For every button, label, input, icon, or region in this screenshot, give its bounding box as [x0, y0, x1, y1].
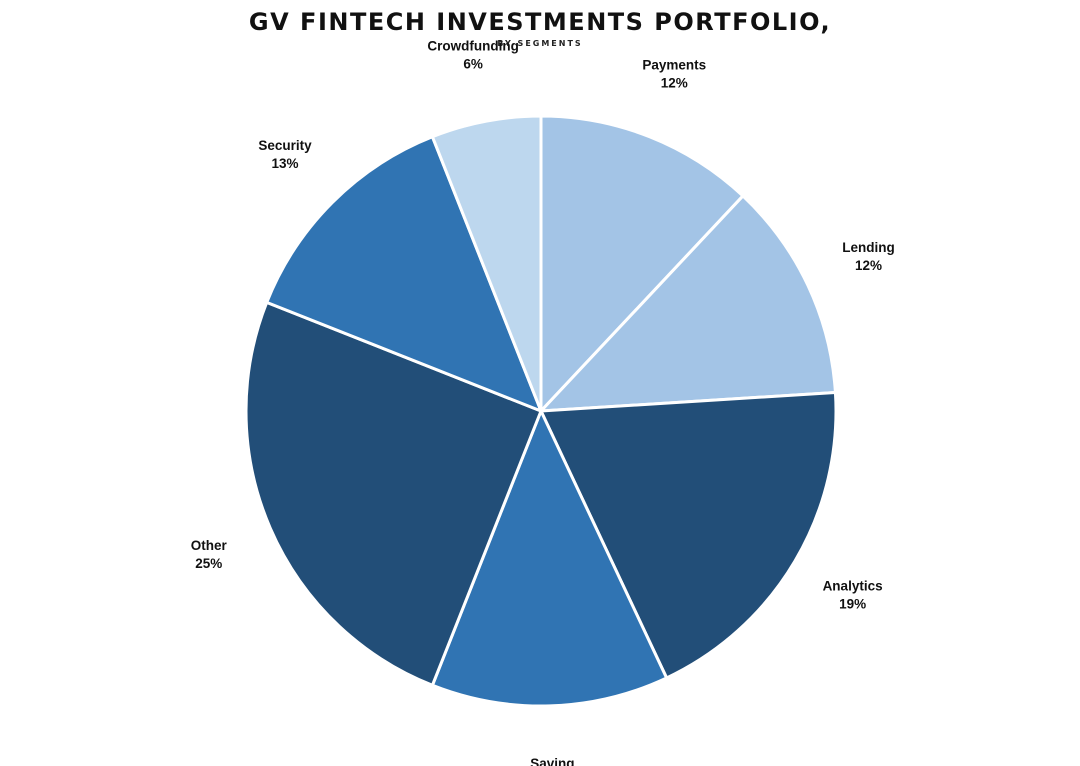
- slice-value-analytics: 19%: [839, 596, 866, 611]
- slice-label-saving: Saving: [530, 756, 574, 766]
- slice-value-crowdfunding: 6%: [463, 56, 483, 71]
- slice-value-lending: 12%: [855, 258, 882, 273]
- pie-slice-analytics: [539, 390, 838, 680]
- slice-label-security: Security: [258, 138, 312, 153]
- slice-value-security: 13%: [272, 156, 299, 171]
- slice-value-other: 25%: [195, 556, 222, 571]
- slice-label-lending: Lending: [842, 240, 895, 255]
- chart-title: GV FINTECH INVESTMENTS PORTFOLIO,: [248, 8, 832, 36]
- slice-label-other: Other: [191, 538, 228, 553]
- pie-slice-lending: [539, 194, 837, 413]
- slice-label-payments: Payments: [642, 57, 706, 72]
- pie-slice-crowdfunding: [430, 114, 543, 413]
- pie-slice-payments: [539, 114, 745, 413]
- slice-label-crowdfunding: Crowdfunding: [427, 38, 518, 53]
- chart-subtitle: BY SEGMENTS: [497, 39, 583, 48]
- pie-slice-security: [265, 135, 543, 413]
- pie-slice-saving: [430, 409, 669, 708]
- slice-value-payments: 12%: [661, 75, 688, 90]
- slice-label-analytics: Analytics: [823, 578, 883, 593]
- pie-slice-other: [244, 300, 543, 687]
